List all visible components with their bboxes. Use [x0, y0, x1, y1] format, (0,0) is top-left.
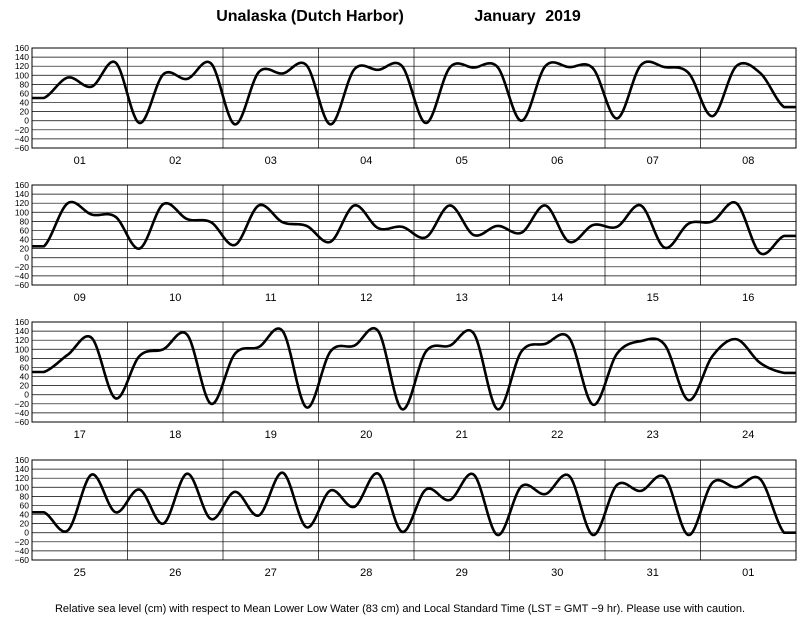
tide-curve: [32, 60, 796, 126]
day-label: 17: [74, 429, 86, 441]
y-tick-label: 60: [20, 500, 30, 510]
y-tick-label: 20: [20, 244, 30, 254]
day-label: 24: [742, 429, 754, 441]
day-label: 19: [265, 429, 277, 441]
y-tick-label: −60: [15, 280, 30, 290]
station-title: Unalaska (Dutch Harbor): [216, 8, 404, 25]
y-tick-label: 160: [15, 455, 29, 465]
tide-curve: [32, 200, 796, 256]
y-tick-label: 120: [15, 473, 29, 483]
day-label: 21: [456, 429, 468, 441]
y-tick-label: 100: [15, 482, 29, 492]
y-tick-label: 120: [15, 335, 29, 345]
day-label: 26: [169, 567, 181, 579]
y-tick-label: 60: [20, 88, 30, 98]
day-label: 25: [74, 567, 86, 579]
day-label: 01: [742, 567, 754, 579]
y-tick-label: 160: [15, 43, 29, 53]
y-tick-label: 160: [15, 180, 29, 190]
day-label: 30: [551, 567, 563, 579]
y-tick-label: −20: [15, 399, 30, 409]
day-label: 18: [169, 429, 181, 441]
day-label: 04: [360, 155, 372, 167]
day-label: 22: [551, 429, 563, 441]
day-label: 10: [169, 292, 181, 304]
day-label: 15: [647, 292, 659, 304]
day-label: 08: [742, 155, 754, 167]
footer-note: Relative sea level (cm) with respect to …: [55, 603, 745, 615]
day-label: 01: [74, 155, 86, 167]
day-label: 06: [551, 155, 563, 167]
day-label: 02: [169, 155, 181, 167]
day-label: 13: [456, 292, 468, 304]
day-label: 28: [360, 567, 372, 579]
y-tick-label: 140: [15, 52, 29, 62]
y-tick-label: −40: [15, 546, 30, 556]
y-tick-label: −40: [15, 408, 30, 418]
day-label: 05: [456, 155, 468, 167]
y-tick-label: 20: [20, 519, 30, 529]
day-label: 11: [265, 292, 276, 304]
y-tick-label: 80: [20, 79, 30, 89]
y-tick-label: 40: [20, 372, 30, 382]
y-tick-label: −40: [15, 271, 30, 281]
y-tick-label: 40: [20, 235, 30, 245]
y-tick-label: 20: [20, 381, 30, 391]
y-tick-label: −20: [15, 262, 30, 272]
y-tick-label: 0: [24, 116, 29, 126]
y-tick-label: 100: [15, 70, 29, 80]
y-tick-label: 120: [15, 61, 29, 71]
y-tick-label: 0: [24, 528, 29, 538]
y-tick-label: 100: [15, 344, 29, 354]
y-tick-label: −40: [15, 134, 30, 144]
y-tick-label: −60: [15, 143, 30, 153]
y-tick-label: 60: [20, 225, 30, 235]
day-label: 14: [551, 292, 563, 304]
y-tick-label: −20: [15, 537, 30, 547]
panel-frame: [31, 459, 797, 561]
y-tick-label: 80: [20, 216, 30, 226]
y-tick-label: 80: [20, 491, 30, 501]
month-title: January: [474, 8, 535, 25]
day-label: 20: [360, 429, 372, 441]
day-label: 03: [265, 155, 277, 167]
day-label: 31: [647, 567, 659, 579]
y-tick-label: 120: [15, 198, 29, 208]
day-label: 29: [456, 567, 468, 579]
year-title: 2019: [545, 8, 581, 25]
y-tick-label: 0: [24, 390, 29, 400]
y-tick-label: 140: [15, 326, 29, 336]
y-tick-label: 160: [15, 317, 29, 327]
y-tick-label: −60: [15, 417, 30, 427]
y-tick-label: 60: [20, 362, 30, 372]
y-tick-label: 20: [20, 107, 30, 117]
tide-curve: [32, 326, 796, 411]
day-label: 09: [74, 292, 86, 304]
day-label: 07: [647, 155, 659, 167]
day-label: 27: [265, 567, 277, 579]
y-tick-label: 100: [15, 207, 29, 217]
y-tick-label: −60: [15, 555, 30, 565]
y-tick-label: 0: [24, 253, 29, 263]
day-label: 16: [742, 292, 754, 304]
y-tick-label: 40: [20, 510, 30, 520]
y-tick-label: 80: [20, 353, 30, 363]
y-tick-label: 140: [15, 189, 29, 199]
tide-curve: [32, 471, 796, 537]
day-label: 12: [360, 292, 372, 304]
y-tick-label: 140: [15, 464, 29, 474]
y-tick-label: −20: [15, 125, 30, 135]
day-label: 23: [647, 429, 659, 441]
y-tick-label: 40: [20, 98, 30, 108]
